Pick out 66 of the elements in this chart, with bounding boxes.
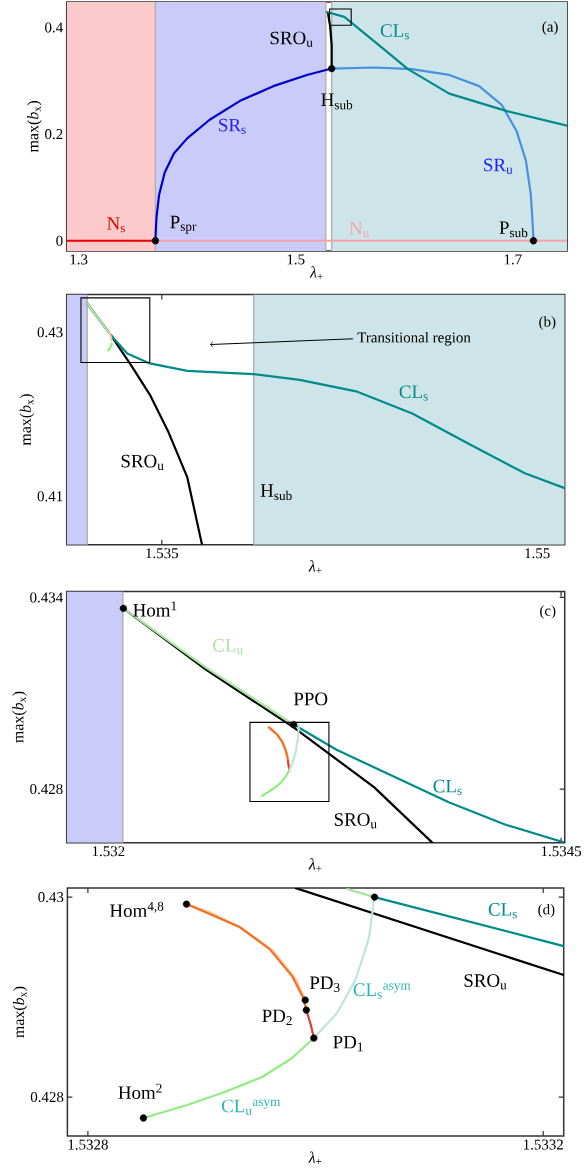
series-label: Hom$^{2}$ [118, 1083, 162, 1099]
annotation: (b) [539, 316, 556, 330]
series-label: SR$_{u}$ [484, 158, 513, 174]
y-tick-label: 0.2 [45, 129, 63, 140]
y-tick-label: 0.43 [37, 327, 63, 338]
annotation: (c) [540, 605, 556, 619]
series-label: CL$_{s}$ [380, 24, 409, 40]
line-series [107, 331, 113, 342]
ref-line-label: H$_{sub}$ [260, 484, 292, 501]
x-tick-label: 1.535 [146, 548, 179, 559]
series-label: CL$_{u}$ [213, 639, 243, 655]
y-tick-label: 0.43 [38, 892, 64, 903]
point [302, 1006, 310, 1014]
series-label: CL$_{s}$ [488, 903, 517, 919]
x-tick-label: 1.5328 [68, 1139, 108, 1150]
point [310, 1034, 318, 1042]
y-axis-title: max(b$_{x}$) [27, 101, 42, 153]
series-label: PD$_{2}$ [262, 1009, 292, 1025]
y-tick-label: 0.428 [30, 1091, 64, 1103]
series-label: P$_{sub}$ [499, 221, 528, 238]
series-label: CL$_{u}$asym [221, 1099, 281, 1115]
series-label: P$_{spr}$ [170, 215, 197, 234]
annotation: Transitional region [357, 332, 471, 346]
line-series [106, 342, 113, 352]
series-label: N$_{u}$ [349, 222, 370, 238]
x-axis-title: λ$_{+}$ [308, 858, 322, 871]
annotation: (a) [542, 21, 558, 35]
series-label: N$_{s}$ [107, 217, 125, 233]
point [301, 996, 309, 1004]
series-label: SRO$_{u}$ [464, 974, 507, 990]
series-label: PD$_{3}$ [309, 976, 340, 992]
x-tick-label: 1.5345 [541, 846, 582, 857]
y-tick-label: 0.41 [37, 491, 63, 502]
y-tick-label: 0.428 [30, 783, 63, 795]
y-axis-title: max(b$_{x}$) [19, 394, 35, 446]
point [139, 1114, 148, 1122]
series-label: CL$_{s}$ [433, 779, 462, 796]
x-tick-label: 1.7 [504, 254, 522, 265]
series-label: SRO$_{u}$ [121, 454, 164, 471]
annotation: (d) [538, 903, 555, 918]
series-label: PD$_{1}$ [333, 1035, 363, 1052]
series-label: SRO$_{u}$ [270, 31, 313, 47]
y-axis-title: max(b$_{x}$) [12, 986, 28, 1038]
series-label: Hom$^{1}$ [133, 601, 177, 617]
series-label: CL$_{s}$asym [353, 983, 411, 999]
y-tick-label: 0.434 [30, 592, 63, 603]
y-axis-title: max(b$_{x}$) [12, 691, 27, 743]
series-label: PPO [293, 692, 328, 706]
x-axis-title: λ$_{+}$ [308, 560, 322, 573]
point [370, 893, 379, 901]
series-label: SR$_{s}$ [219, 118, 246, 135]
x-axis-title: λ$_{+}$ [309, 266, 323, 280]
series-label: Hom$^{4,8}$ [109, 901, 164, 918]
x-axis-title: λ$_{+}$ [308, 1151, 322, 1165]
series-label: H$_{sub}$ [321, 93, 353, 110]
y-tick-label: 0.4 [45, 22, 63, 33]
x-tick-label: 1.532 [92, 846, 125, 857]
series-label: CL$_{s}$ [399, 385, 428, 401]
point [182, 900, 191, 908]
y-tick-label: 0 [56, 235, 63, 246]
series-label: SRO$_{u}$ [334, 813, 377, 829]
x-tick-label: 1.55 [525, 548, 550, 559]
x-tick-label: 1.3 [70, 254, 88, 265]
line-series [261, 769, 291, 797]
x-tick-label: 1.5332 [523, 1139, 563, 1150]
x-tick-label: 1.5 [287, 254, 305, 265]
